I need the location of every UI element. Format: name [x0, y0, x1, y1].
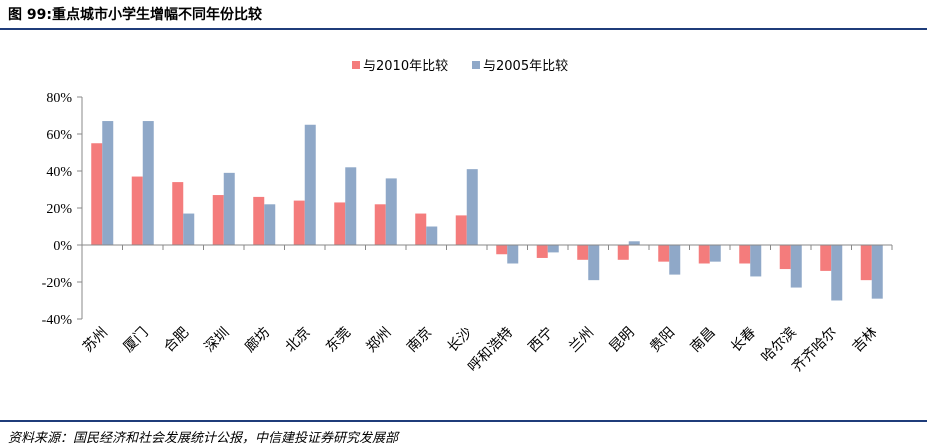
bar-series-2-17 — [790, 245, 802, 288]
legend-label-1: 与2010年比较 — [363, 59, 448, 74]
bar-series-1-9 — [455, 215, 467, 245]
category-label: 厦门 — [120, 325, 151, 356]
category-label: 贵阳 — [647, 325, 678, 356]
category-label: 吉林 — [849, 325, 880, 356]
bar-series-2-13 — [628, 241, 640, 245]
category-label: 东莞 — [323, 325, 354, 356]
legend-swatch-1 — [352, 61, 360, 69]
category-label: 西宁 — [525, 324, 557, 356]
category-label: 齐齐哈尔 — [789, 325, 840, 376]
bar-series-1-4 — [253, 196, 265, 245]
bar-series-2-10 — [507, 245, 519, 264]
y-tick-label: 20% — [46, 202, 72, 217]
y-tick-label: 0% — [53, 239, 72, 254]
legend: 与2010年比较 与2005年比较 — [352, 59, 568, 74]
bar-series-1-12 — [577, 245, 589, 260]
category-label: 呼和浩特 — [465, 325, 516, 376]
bar-series-1-3 — [212, 195, 224, 245]
category-label: 北京 — [282, 325, 313, 356]
bar-series-1-19 — [860, 245, 872, 281]
bar-series-1-14 — [658, 245, 670, 262]
bar-series-1-7 — [374, 204, 386, 245]
legend-label-2: 与2005年比较 — [483, 59, 568, 74]
bar-series-2-5 — [304, 124, 316, 245]
bar-series-1-18 — [820, 245, 832, 271]
legend-swatch-2 — [472, 61, 480, 69]
bar-series-2-15 — [709, 245, 721, 262]
bar-series-1-15 — [698, 245, 710, 264]
bar-series-1-0 — [91, 143, 103, 245]
category-label: 廊坊 — [241, 324, 273, 356]
figure-title: 图 99:重点城市小学生增幅不同年份比较 — [8, 7, 262, 23]
y-tick-label: 80% — [46, 91, 72, 106]
y-tick-label: -20% — [42, 276, 73, 291]
category-label: 昆明 — [606, 325, 637, 356]
bar-series-2-0 — [102, 121, 114, 245]
bar-series-2-19 — [871, 245, 883, 299]
bar-series-2-7 — [385, 178, 397, 245]
bar-series-2-2 — [183, 213, 195, 245]
source-note: 资料来源：国民经济和社会发展统计公报，中信建投证券研究发展部 — [8, 431, 399, 446]
bar-series-1-17 — [779, 245, 791, 270]
bar-series-2-4 — [264, 204, 276, 245]
bar-series-1-16 — [739, 245, 751, 264]
bar-series-1-2 — [172, 182, 184, 245]
bar-series-1-5 — [293, 200, 305, 245]
category-label: 郑州 — [363, 325, 394, 356]
bar-series-2-3 — [223, 172, 235, 245]
bar-series-2-8 — [426, 226, 438, 245]
category-label: 深圳 — [201, 325, 232, 356]
category-label: 南昌 — [687, 325, 718, 356]
bar-series-1-8 — [415, 213, 427, 245]
bar-series-1-1 — [131, 176, 143, 245]
bar-series-2-9 — [466, 169, 478, 245]
y-tick-label: -40% — [42, 313, 73, 328]
bar-series-2-6 — [345, 167, 357, 245]
bar-series-2-12 — [588, 245, 600, 281]
bottom-rule — [0, 420, 927, 422]
category-label: 长春 — [728, 325, 759, 356]
bar-series-2-18 — [831, 245, 843, 301]
bar-series-1-13 — [617, 245, 629, 260]
bar-series-2-11 — [547, 245, 559, 253]
bar-series-1-10 — [496, 245, 508, 255]
category-label: 兰州 — [566, 325, 597, 356]
category-label: 合肥 — [161, 325, 192, 356]
category-label: 长沙 — [444, 325, 475, 356]
y-tick-label: 40% — [46, 165, 72, 180]
bar-series-2-16 — [750, 245, 762, 277]
bar-series-1-6 — [334, 202, 346, 245]
bar-series-2-14 — [669, 245, 681, 275]
category-label: 苏州 — [80, 325, 111, 356]
bar-chart: 与2010年比较 与2005年比较 -40%-20%0%20%40%60%80% … — [42, 59, 893, 376]
y-tick-label: 60% — [46, 128, 72, 143]
top-rule — [0, 28, 927, 30]
y-axis: -40% -20% 0% 20% 40% 60% 80% — [42, 91, 83, 328]
category-label: 南京 — [404, 325, 435, 356]
bars — [91, 121, 883, 301]
bar-series-1-11 — [536, 245, 548, 258]
bar-series-2-1 — [142, 121, 154, 245]
